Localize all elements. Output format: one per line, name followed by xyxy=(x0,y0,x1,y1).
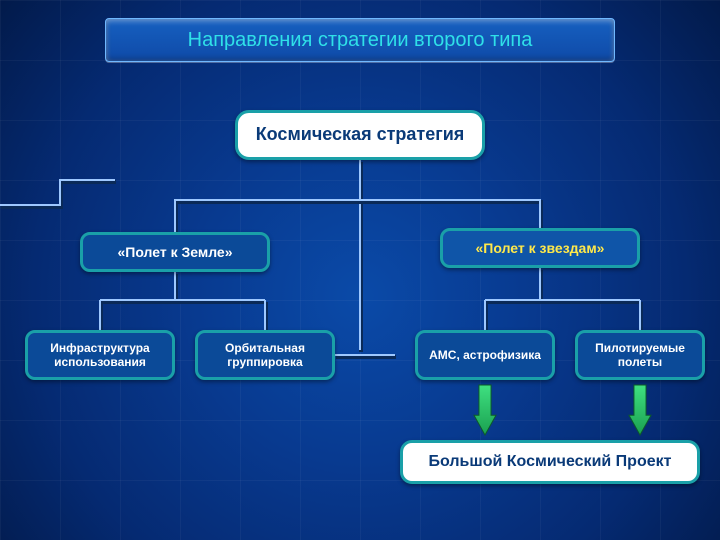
node-leaf-1: Инфраструктура использования xyxy=(25,330,175,380)
node-conclusion: Большой Космический Проект xyxy=(400,440,700,484)
title-text: Направления стратегии второго типа xyxy=(188,28,533,52)
branch-right-text: «Полет к звездам» xyxy=(476,240,605,257)
node-leaf-4: Пилотируемые полеты xyxy=(575,330,705,380)
leaf-3-text: АМС, астрофизика xyxy=(429,348,541,362)
branch-left-text: «Полет к Земле» xyxy=(117,244,232,261)
leaf-2-text: Орбитальная группировка xyxy=(208,341,322,370)
node-leaf-2: Орбитальная группировка xyxy=(195,330,335,380)
leaf-1-text: Инфраструктура использования xyxy=(38,341,162,370)
node-leaf-3: АМС, астрофизика xyxy=(415,330,555,380)
title-banner: Направления стратегии второго типа xyxy=(105,18,615,62)
diagram-stage: Направления стратегии второго типа Косми… xyxy=(0,0,720,540)
node-root: Космическая стратегия xyxy=(235,110,485,160)
node-branch-left: «Полет к Земле» xyxy=(80,232,270,272)
leaf-4-text: Пилотируемые полеты xyxy=(588,341,692,370)
node-branch-right: «Полет к звездам» xyxy=(440,228,640,268)
root-text: Космическая стратегия xyxy=(256,124,465,146)
conclusion-text: Большой Космический Проект xyxy=(429,452,672,471)
